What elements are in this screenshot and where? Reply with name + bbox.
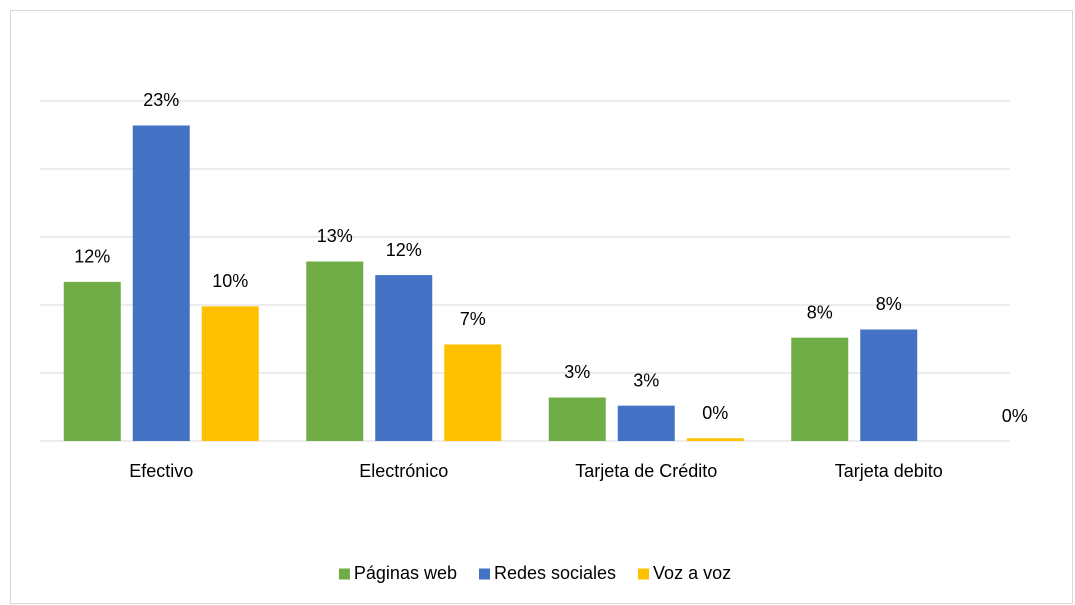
data-label: 8% [876,294,902,314]
bar [548,397,606,441]
data-label: 0% [702,403,728,423]
legend-label: Páginas web [354,563,457,583]
data-label: 0% [1002,406,1028,426]
data-label: 12% [386,240,422,260]
x-tick-label: Electrónico [359,461,448,481]
data-label: 8% [807,302,833,322]
legend-swatch [478,568,490,580]
data-label: 3% [564,362,590,382]
bar [375,275,433,441]
legend-swatch [338,568,350,580]
legend-label: Redes sociales [494,563,616,583]
bar [63,281,121,441]
x-tick-label: Tarjeta de Crédito [575,461,717,481]
bar [686,438,744,441]
bar [791,337,849,441]
data-label: 3% [633,370,659,390]
bar [201,306,259,441]
bar [306,261,364,441]
data-label: 7% [460,309,486,329]
bar [444,344,502,441]
data-label: 13% [317,226,353,246]
bar [617,405,675,441]
bar [132,125,190,441]
x-tick-label: Efectivo [129,461,193,481]
data-label: 10% [212,271,248,291]
x-tick-label: Tarjeta debito [835,461,943,481]
legend-swatch [638,568,650,580]
bar [860,329,918,441]
data-label: 23% [143,90,179,110]
legend-label: Voz a voz [653,563,731,583]
data-label: 12% [74,247,110,267]
